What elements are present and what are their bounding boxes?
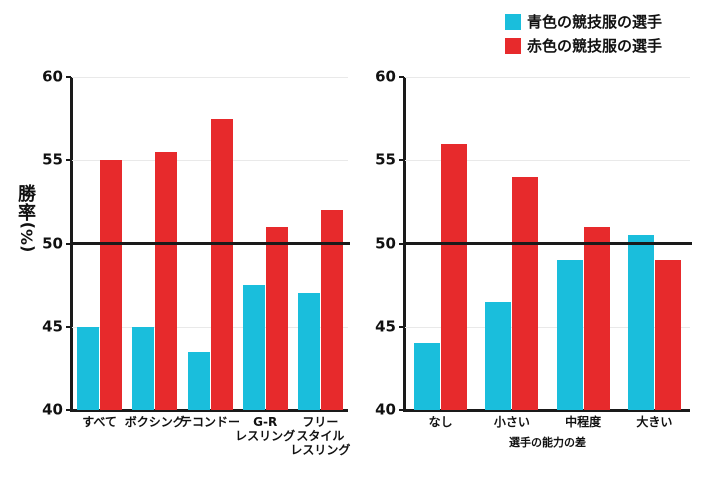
y-tick-label-60-right: 60 xyxy=(375,67,396,86)
bar-blue-left-2 xyxy=(187,351,210,410)
y-tick-label-45-right: 45 xyxy=(375,317,396,336)
x-axis-label-right-2: 中程度 xyxy=(565,415,601,429)
legend-swatch-blue-icon xyxy=(505,14,521,30)
reference-line-50-left xyxy=(70,241,350,245)
x-axis-label-line: なし xyxy=(428,415,453,429)
x-axis-label-right-0: なし xyxy=(429,415,453,429)
y-tick-mark-55-right xyxy=(399,159,404,162)
x-axis-label-right-1: 小さい xyxy=(494,415,530,429)
y-tick-label-50-left: 50 xyxy=(42,234,63,252)
x-axis-label-line: 大きい xyxy=(636,415,673,429)
bar-red-left-4 xyxy=(320,210,343,410)
bar-series-right xyxy=(405,77,690,410)
y-axis-title-kanji-left: 勝率 xyxy=(18,184,36,224)
x-axis-label-left-2: テコンドー xyxy=(180,415,240,429)
legend-label-blue: 青色の競技服の選手 xyxy=(527,12,663,31)
y-tick-mark-40-left xyxy=(66,409,71,411)
x-axis-spine-right xyxy=(403,409,690,412)
bar-blue-right-3 xyxy=(627,235,654,410)
x-axis-labels-left: すべて ボクシング テコンドー G-R レスリング フリー スタイル レスリング xyxy=(72,415,350,475)
x-axis-title-right: 選手の能力の差 xyxy=(509,436,586,449)
gridline-55-left xyxy=(72,160,348,162)
gridline-45-left xyxy=(72,326,348,328)
y-tick-mark-60-left xyxy=(66,76,71,78)
x-axis-label-line: スタイル xyxy=(296,429,345,443)
chart-legend: 青色の競技服の選手 赤色の競技服の選手 xyxy=(505,12,662,56)
legend-swatch-red-icon xyxy=(505,38,521,54)
bar-red-left-1 xyxy=(155,151,178,410)
x-axis-label-line: ボクシング xyxy=(124,415,185,429)
x-axis-label-line: G-R xyxy=(253,415,278,429)
x-axis-label-line: 小さい xyxy=(493,415,530,429)
x-axis-spine-left xyxy=(70,409,348,412)
y-tick-label-55-left: 55 xyxy=(42,150,63,169)
x-axis-label-right-3: 大きい xyxy=(636,415,672,429)
x-axis-label-line: レスリング xyxy=(235,429,296,443)
x-axis-label-line: すべて xyxy=(82,415,117,429)
gridline-60-left xyxy=(72,77,348,78)
y-tick-label-60-left: 60 xyxy=(42,67,63,86)
y-tick-mark-55-left xyxy=(66,159,71,162)
x-axis-label-line: レスリング xyxy=(290,443,351,457)
y-tick-mark-45-left xyxy=(66,325,71,328)
bar-red-right-3 xyxy=(654,260,681,410)
gridline-45-right xyxy=(405,326,690,328)
bar-blue-right-0 xyxy=(414,343,441,410)
bar-red-right-2 xyxy=(583,226,610,410)
bar-blue-right-1 xyxy=(485,301,512,410)
bar-blue-left-4 xyxy=(297,293,320,410)
y-tick-mark-60-right xyxy=(399,76,404,78)
x-axis-label-left-4: フリー スタイル レスリング xyxy=(290,415,350,457)
plot-area-right: 60 55 50 45 40 xyxy=(375,69,692,417)
legend-label-red: 赤色の競技服の選手 xyxy=(527,36,663,55)
y-tick-mark-40-right xyxy=(399,409,404,411)
bar-series-left xyxy=(72,77,348,410)
x-axis-label-left-1: ボクシング xyxy=(125,415,185,429)
gridline-55-right xyxy=(405,160,690,162)
x-axis-label-left-3: G-R レスリング xyxy=(235,415,295,443)
y-axis-unit-left: (%) xyxy=(17,221,36,253)
reference-line-50-right xyxy=(403,241,692,245)
bar-blue-left-3 xyxy=(242,285,265,410)
y-tick-label-55-right: 55 xyxy=(375,150,396,169)
legend-item-blue: 青色の競技服の選手 xyxy=(505,12,662,32)
legend-item-red: 赤色の競技服の選手 xyxy=(505,36,662,56)
bar-blue-left-0 xyxy=(77,326,100,410)
y-tick-label-50-right: 50 xyxy=(375,234,396,252)
x-axis-label-left-0: すべて xyxy=(82,415,117,429)
y-tick-label-45-left: 45 xyxy=(42,317,63,336)
y-tick-mark-45-right xyxy=(399,325,404,328)
y-tick-label-40-right: 40 xyxy=(375,400,396,419)
chart-panel-left: 勝率 (%) 60 55 50 45 40 すべて ボクシング テコンドー G-R レスリングフ… xyxy=(14,69,350,475)
bar-red-right-0 xyxy=(441,143,468,410)
y-tick-mark-50-left xyxy=(66,242,71,245)
gridline-60-right xyxy=(405,77,690,78)
bar-red-left-0 xyxy=(100,160,123,410)
bar-red-left-2 xyxy=(210,118,233,410)
y-tick-mark-50-right xyxy=(399,242,404,245)
plot-area-left: 60 55 50 45 40 xyxy=(42,69,350,417)
y-axis-title-left: 勝率 (%) xyxy=(14,184,40,252)
x-axis-label-line: テコンドー xyxy=(179,415,241,429)
bar-blue-right-2 xyxy=(556,260,583,410)
y-tick-label-40-left: 40 xyxy=(42,400,63,419)
bar-red-right-1 xyxy=(512,176,539,410)
bar-blue-left-1 xyxy=(132,326,155,410)
x-axis-labels-right: なし 小さい 中程度 大きい xyxy=(405,415,690,475)
bar-red-left-3 xyxy=(265,226,288,410)
x-axis-label-line: フリー xyxy=(302,415,339,429)
x-axis-label-line: 中程度 xyxy=(565,415,602,429)
